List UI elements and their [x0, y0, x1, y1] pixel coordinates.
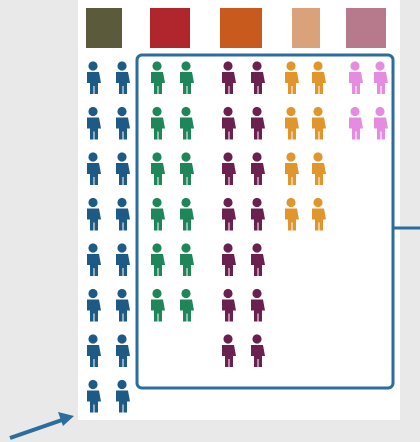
person-head	[117, 107, 126, 116]
person-head	[88, 61, 97, 70]
person-head	[252, 61, 261, 70]
person-head	[286, 152, 295, 161]
person-head	[313, 198, 322, 207]
person-head	[152, 289, 161, 298]
person-head	[223, 107, 232, 116]
person-head	[223, 61, 232, 70]
person-head	[117, 152, 126, 161]
person-head	[375, 107, 384, 116]
person-head	[152, 61, 161, 70]
portrait	[150, 8, 190, 48]
person-head	[88, 380, 97, 389]
person-head	[375, 61, 384, 70]
person-head	[88, 289, 97, 298]
person-head	[252, 107, 261, 116]
person-head	[117, 334, 126, 343]
person-head	[286, 61, 295, 70]
person-head	[181, 61, 190, 70]
person-head	[88, 107, 97, 116]
person-head	[117, 61, 126, 70]
person-head	[181, 243, 190, 252]
person-head	[117, 289, 126, 298]
person-head	[223, 289, 232, 298]
person-head	[252, 334, 261, 343]
person-head	[152, 243, 161, 252]
person-head	[223, 198, 232, 207]
person-head	[117, 243, 126, 252]
person-head	[152, 152, 161, 161]
person-head	[117, 380, 126, 389]
person-head	[181, 198, 190, 207]
person-head	[252, 243, 261, 252]
person-head	[181, 152, 190, 161]
person-head	[252, 152, 261, 161]
person-head	[252, 289, 261, 298]
person-head	[88, 243, 97, 252]
portrait	[292, 8, 320, 48]
person-head	[223, 334, 232, 343]
person-head	[350, 61, 359, 70]
portrait	[346, 8, 386, 48]
portrait	[86, 8, 122, 48]
person-head	[313, 61, 322, 70]
pictograph	[0, 0, 420, 442]
person-head	[286, 107, 295, 116]
person-head	[313, 107, 322, 116]
person-head	[286, 198, 295, 207]
person-head	[181, 289, 190, 298]
person-head	[350, 107, 359, 116]
person-head	[223, 243, 232, 252]
person-head	[152, 198, 161, 207]
person-head	[88, 334, 97, 343]
portrait	[220, 8, 262, 48]
person-head	[313, 152, 322, 161]
person-head	[88, 152, 97, 161]
person-head	[88, 198, 97, 207]
person-head	[152, 107, 161, 116]
person-head	[252, 198, 261, 207]
person-head	[181, 107, 190, 116]
person-head	[117, 198, 126, 207]
person-head	[223, 152, 232, 161]
